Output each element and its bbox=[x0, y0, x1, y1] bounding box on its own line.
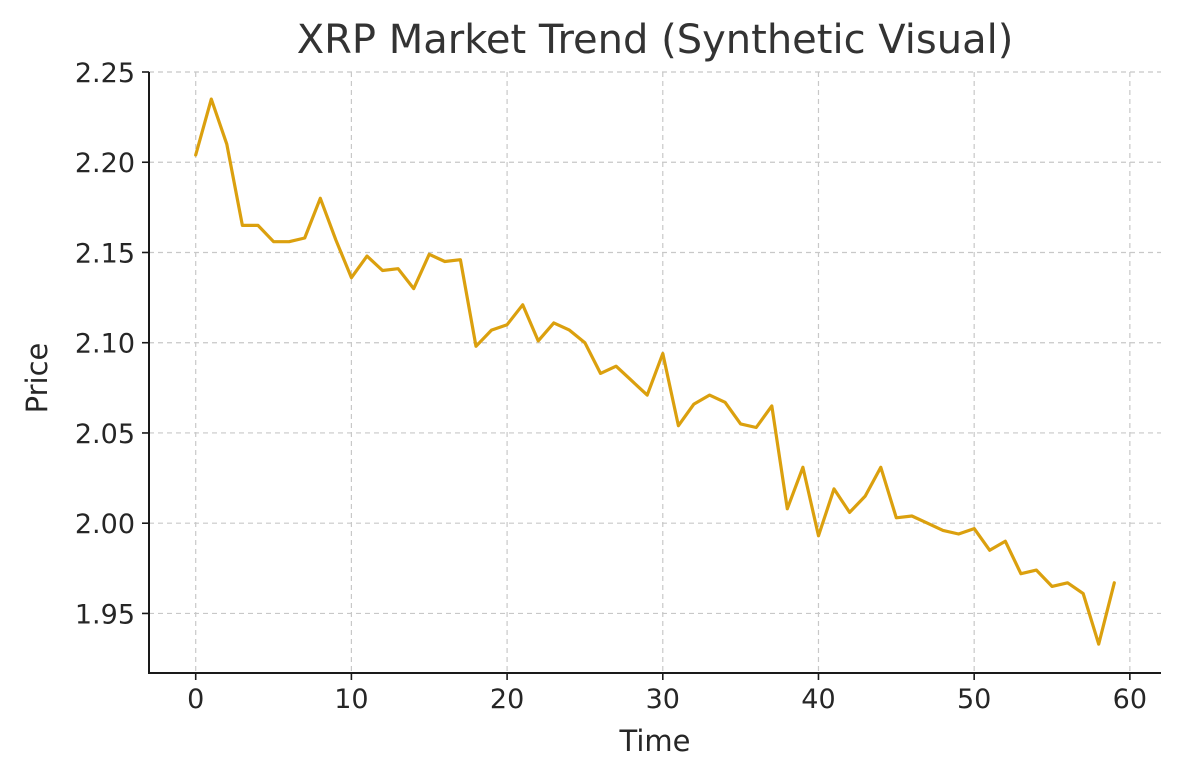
y-tick-label: 2.25 bbox=[75, 58, 135, 89]
y-tick-label: 2.10 bbox=[75, 329, 135, 360]
axis-ticks: 0 10 20 30 40 50 60 1.95 2.00 2.05 2.10 2.15 2.20 2.2… bbox=[75, 58, 1147, 715]
y-tick-label: 2.00 bbox=[75, 509, 135, 540]
grid-lines bbox=[149, 71, 1161, 673]
y-tick-label: 2.20 bbox=[75, 148, 135, 179]
y-tick-label: 2.15 bbox=[75, 238, 135, 269]
x-tick-label: 60 bbox=[1113, 684, 1147, 715]
y-tick-label: 1.95 bbox=[75, 599, 135, 630]
price-series-line bbox=[194, 97, 1116, 646]
chart-title: XRP Market Trend (Synthetic Visual) bbox=[297, 17, 1014, 63]
x-tick-label: 30 bbox=[646, 684, 680, 715]
x-tick-label: 50 bbox=[957, 684, 991, 715]
x-tick-label: 20 bbox=[490, 684, 524, 715]
x-tick-label: 40 bbox=[801, 684, 835, 715]
x-tick-label: 10 bbox=[334, 684, 368, 715]
y-tick-label: 2.05 bbox=[75, 419, 135, 450]
x-axis-label: Time bbox=[619, 724, 691, 758]
y-axis-label: Price bbox=[20, 343, 54, 414]
plot-area bbox=[194, 97, 1116, 646]
x-tick-label: 0 bbox=[187, 684, 204, 715]
axis-spines bbox=[148, 72, 1161, 674]
